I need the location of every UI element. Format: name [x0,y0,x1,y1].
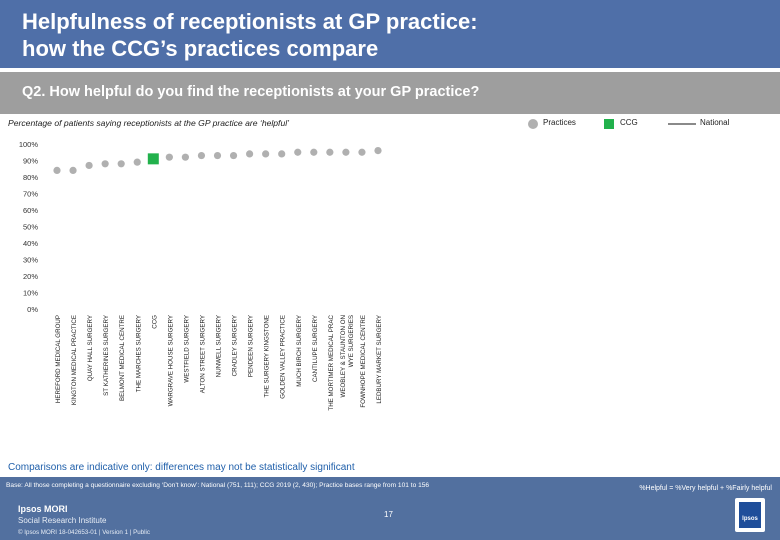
category-label: BELMONT MEDICAL CENTRE [119,315,126,401]
category-label: THE MORTIMER MEDICAL PRAC [328,314,335,410]
chart-subtitle: Percentage of patients saying receptioni… [8,118,290,128]
practice-point [69,166,77,174]
y-tick-label: 50% [23,223,38,232]
page-title: Helpfulness of receptionists at GP pract… [22,8,762,62]
base-note: Base: All those completing a questionnai… [6,482,430,489]
practice-point [278,150,286,158]
title-banner [0,0,780,68]
practice-point [133,158,141,166]
y-tick-label: 70% [23,190,38,199]
practice-point [213,151,222,160]
legend-ccg-marker [604,119,614,129]
legend-ccg-label: CCG [620,118,638,127]
y-tick-label: 100% [19,140,39,149]
chart: 0% 10% 20% 30% 40% 50% 60% 70% 80% 90% 100% HEREFOR… [19,140,383,411]
legend-national-marker [668,123,696,125]
practice-point [53,166,61,174]
y-tick-label: 30% [23,256,38,265]
category-label: WESTFIELD SURGERY [183,315,190,383]
practice-point [165,153,173,161]
category-label: WYE SURGERIES [348,315,355,367]
practice-point [117,160,125,168]
question-text: Q2. How helpful do you find the receptio… [22,84,480,100]
practice-point [294,148,302,156]
practice-point [358,148,366,156]
legend-national-label: National [700,118,730,127]
page-title-line-1: Helpfulness of receptionists at GP pract… [22,9,478,34]
legend-practices-label: Practices [543,118,576,127]
practice-point [101,160,109,168]
practice-point [229,151,238,160]
ipsos-logo-mark: Ipsos [739,502,761,528]
y-tick-label: 10% [23,289,38,298]
y-tick-label: 90% [23,157,38,166]
category-label: MUCH BIRCH SURGERY [296,315,303,387]
caveat-note: Comparisons are indicative only: differe… [8,462,355,473]
category-label: GOLDEN VALLEY PRACTICE [280,315,287,399]
category-label: CRADLEY SURGERY [232,315,239,376]
y-tick-label: 40% [23,239,38,248]
page-title-line-2: how the CCG’s practices compare [22,36,379,61]
practice-point [246,150,254,158]
practice-point [181,153,189,161]
question-banner [0,72,780,114]
practice-point [326,148,334,156]
ipsos-logo: Ipsos [735,498,765,532]
category-label: CCG [151,315,158,329]
legal-line: © Ipsos MORI 18-042653-01 | Version 1 | … [18,529,150,536]
practice-point [342,148,350,156]
category-label: PENDEEN SURGERY [248,315,255,377]
practice-point [262,150,270,158]
category-label: ALTON STREET SURGERY [199,315,206,393]
ccg-point [147,153,159,165]
category-label: WEOBLEY & STAUNTON ON [340,315,347,398]
y-tick-label: 0% [27,305,38,314]
category-label: FOWNHOPE MEDICAL CENTRE [360,315,367,408]
legend-practices-marker [528,119,538,129]
category-label: ST KATHERINES SURGERY [103,315,110,396]
category-label: NUNWELL SURGERY [216,315,223,377]
y-tick-label: 80% [23,173,38,182]
y-tick-label: 20% [23,272,38,281]
category-label: KINGTON MEDICAL PRACTICE [71,315,78,405]
category-label: LEDBURY MARKET SURGERY [376,315,383,404]
brand-name: Ipsos MORI [18,504,68,514]
page-number: 17 [384,510,393,519]
category-label: CANTILUPE SURGERY [312,315,319,382]
practice-point [310,148,318,156]
ipsos-logo-text: Ipsos [742,516,758,522]
helpful-formula: %Helpful = %Very helpful + %Fairly helpf… [639,485,772,492]
practice-point [85,161,93,170]
brand-subtitle: Social Research Institute [18,516,107,525]
y-tick-label: 60% [23,206,38,215]
footer-band [0,477,780,540]
category-label: THE MARCHES SURGERY [135,315,142,392]
category-label: WARGRAVE HOUSE SURGERY [167,315,174,406]
practice-point [197,151,206,160]
category-label: QUAY HALL SURGERY [87,315,94,381]
category-label: THE SURGERY KINGSTONE [264,315,271,398]
category-label: HEREFORD MEDICAL GROUP [55,315,62,403]
practice-point [374,147,382,155]
